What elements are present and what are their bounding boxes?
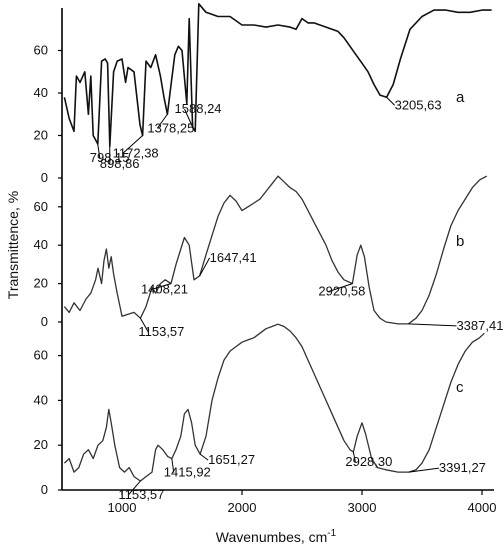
spectrum-line-b [63,175,488,325]
peak-annotation: 3387,41 [456,318,503,333]
x-axis-title: Wavenumbes, cm-1 [216,528,337,545]
annotation-leader [386,96,395,106]
y-tick-label: 0 [41,482,48,497]
y-tick-label: 60 [34,199,48,214]
x-tick-label: 1000 [108,500,137,515]
peak-annotation: 1651,27 [208,452,255,467]
annotation-leader [150,283,172,291]
y-tick-label: 20 [34,276,48,291]
spectrum-line-c [63,323,485,482]
annotation-leader [199,453,209,461]
y-tick-label: 60 [34,43,48,58]
annotation-leader [408,467,439,473]
y-tick-label: 60 [34,348,48,363]
peak-annotation: 1172,38 [113,146,159,161]
peak-annotation: 1588,24 [175,101,222,116]
peak-annotation: 798,15 [90,150,130,165]
peak-annotation: 898,86 [100,156,140,171]
panel-label-c: c [456,379,464,396]
panel-label-b: b [456,233,464,250]
y-tick-label: 0 [41,314,48,329]
annotation-leader [171,458,175,473]
annotation-leader [184,108,194,128]
annotation-leader [408,323,457,327]
peak-annotation: 1415,92 [164,465,211,480]
annotation-leader [139,317,149,333]
peak-annotation: 3391,27 [439,460,486,475]
peak-annotation: 1647,41 [210,250,257,265]
x-tick-label: 2000 [228,500,257,515]
annotation-leader [122,135,143,154]
peak-annotation: 3205,63 [395,97,442,112]
y-tick-label: 40 [34,85,48,100]
x-tick-label: 3000 [348,500,377,515]
peak-annotation: 1378,25 [147,120,194,135]
y-tick-label: 40 [34,237,48,252]
peak-annotation: 1408,21 [141,282,188,297]
peak-annotation: 2920,58 [318,284,365,299]
y-tick-label: 20 [34,128,48,143]
peak-annotation: 2928,30 [345,454,392,469]
spectrum-line-a [63,3,492,147]
panel-label-a: a [456,89,465,106]
peak-annotation: 1153,57 [118,487,164,502]
annotation-leader [328,283,353,293]
annotation-leader [156,113,168,129]
y-tick-label: 20 [34,437,48,452]
y-tick-label: 0 [41,170,48,185]
y-axis-title: Transmittence, % [5,191,21,299]
annotation-leader [127,480,141,496]
peak-annotation: 1153,57 [138,324,184,339]
y-tick-label: 40 [34,392,48,407]
x-tick-label: 4000 [468,500,497,515]
annotation-leader [352,451,356,463]
annotation-leader [199,257,211,277]
annotation-leader [97,143,101,159]
